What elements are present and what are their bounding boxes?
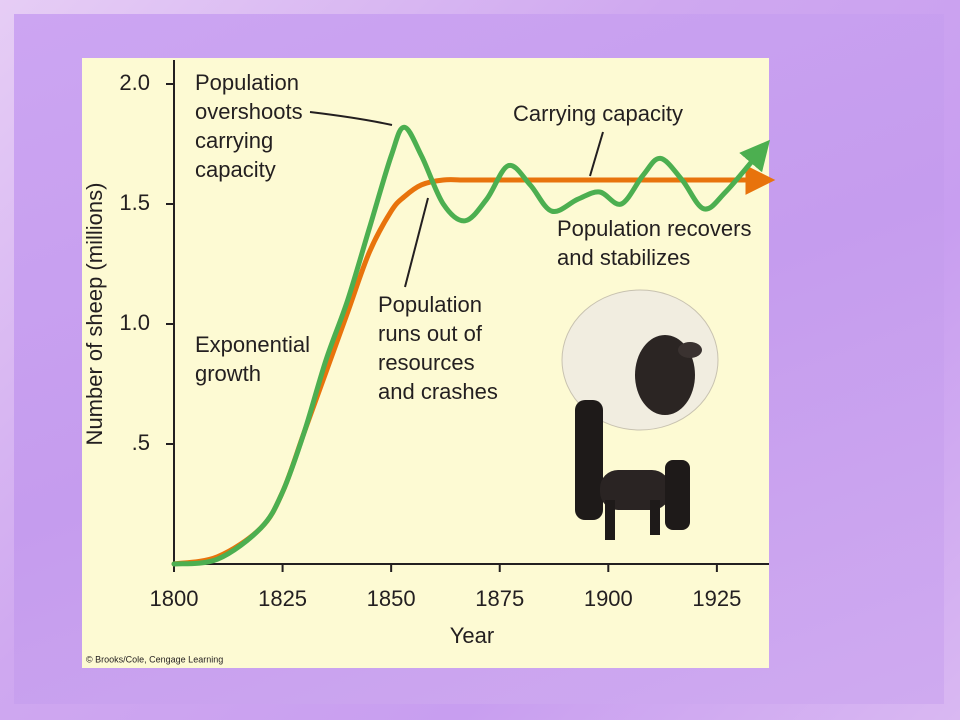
annotation: Exponential: [195, 332, 310, 357]
sheep-illustration: [561, 289, 719, 540]
y-tick-label: .5: [132, 430, 150, 455]
x-tick-label: 1800: [150, 586, 199, 611]
annotation: and stabilizes: [557, 245, 690, 270]
x-tick-label: 1925: [692, 586, 741, 611]
y-tick-label: 1.0: [119, 310, 150, 335]
x-tick-label: 1850: [367, 586, 416, 611]
annotation: and crashes: [378, 379, 498, 404]
x-tick-label: 1825: [258, 586, 307, 611]
annotation: runs out of: [378, 321, 483, 346]
x-tick-label: 1875: [475, 586, 524, 611]
copyright: © Brooks/Cole, Cengage Learning: [86, 654, 223, 664]
annotation: resources: [378, 350, 475, 375]
annotation: Carrying capacity: [513, 101, 683, 126]
pointer: [404, 197, 429, 288]
pointer: [589, 131, 604, 177]
annotation: Population: [195, 70, 299, 95]
y-tick-label: 2.0: [119, 70, 150, 95]
annotation: overshoots: [195, 99, 303, 124]
pointer: [309, 111, 393, 126]
y-tick-label: 1.5: [119, 190, 150, 215]
annotation: carrying: [195, 128, 273, 153]
y-axis-label: Number of sheep (millions): [82, 183, 107, 446]
data-line: [171, 124, 771, 567]
annotation: capacity: [195, 157, 276, 182]
x-tick-label: 1900: [584, 586, 633, 611]
annotation: Population recovers: [557, 216, 751, 241]
x-axis-label: Year: [450, 623, 494, 648]
annotation: Population: [378, 292, 482, 317]
annotation: growth: [195, 361, 261, 386]
